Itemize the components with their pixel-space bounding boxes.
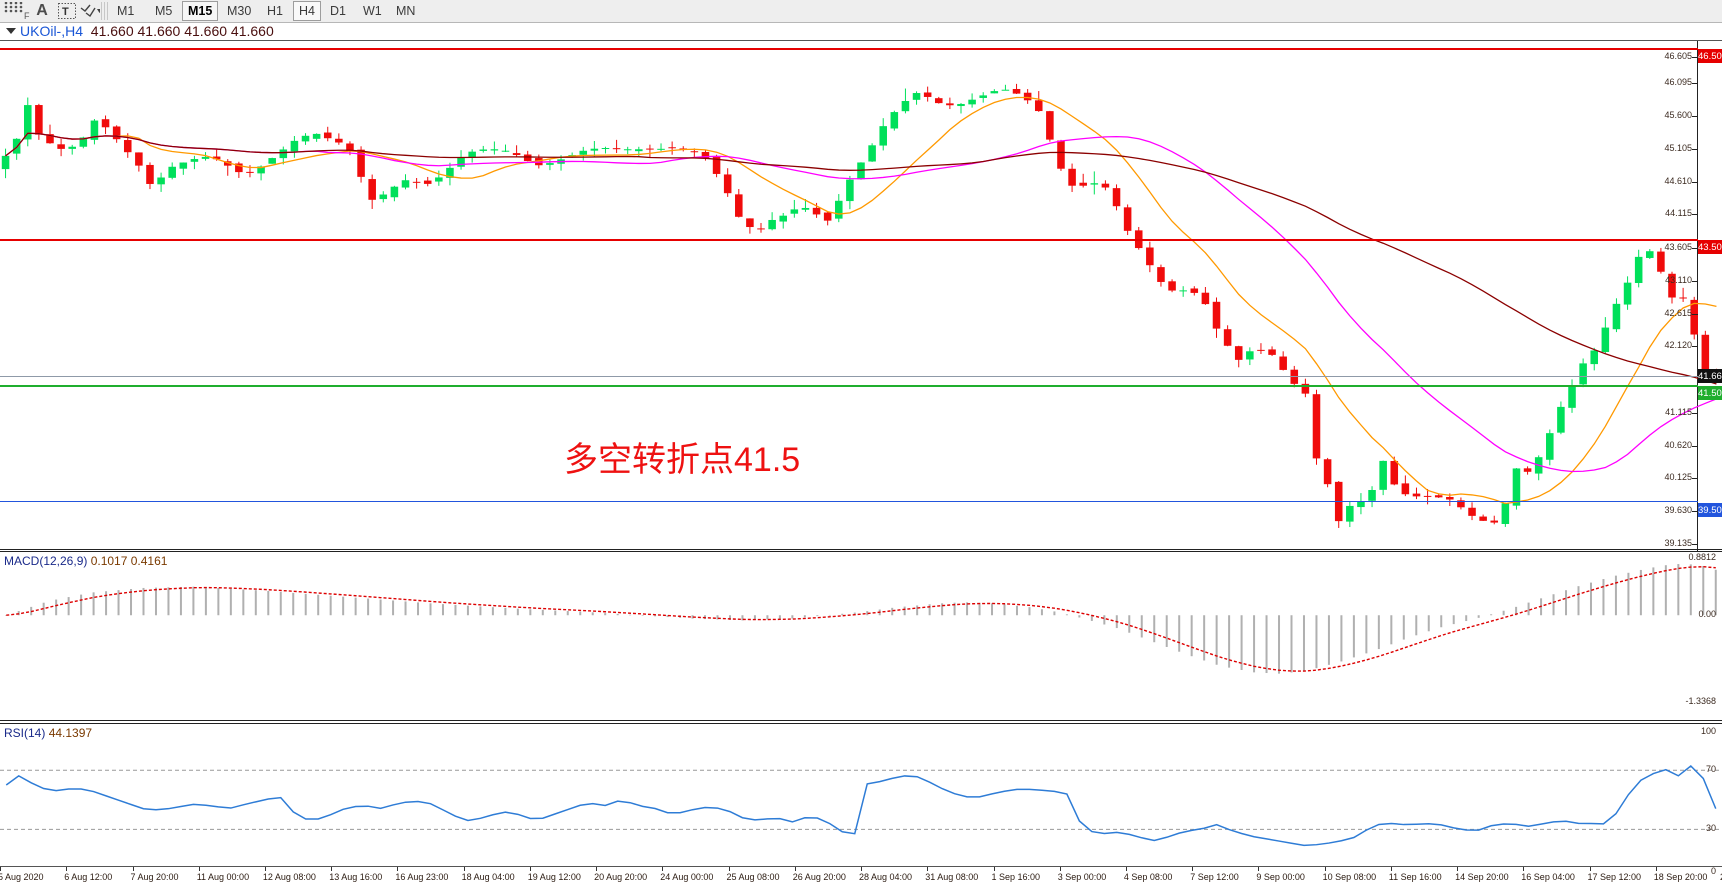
svg-text:F: F: [24, 11, 30, 20]
svg-text:T: T: [62, 6, 69, 18]
